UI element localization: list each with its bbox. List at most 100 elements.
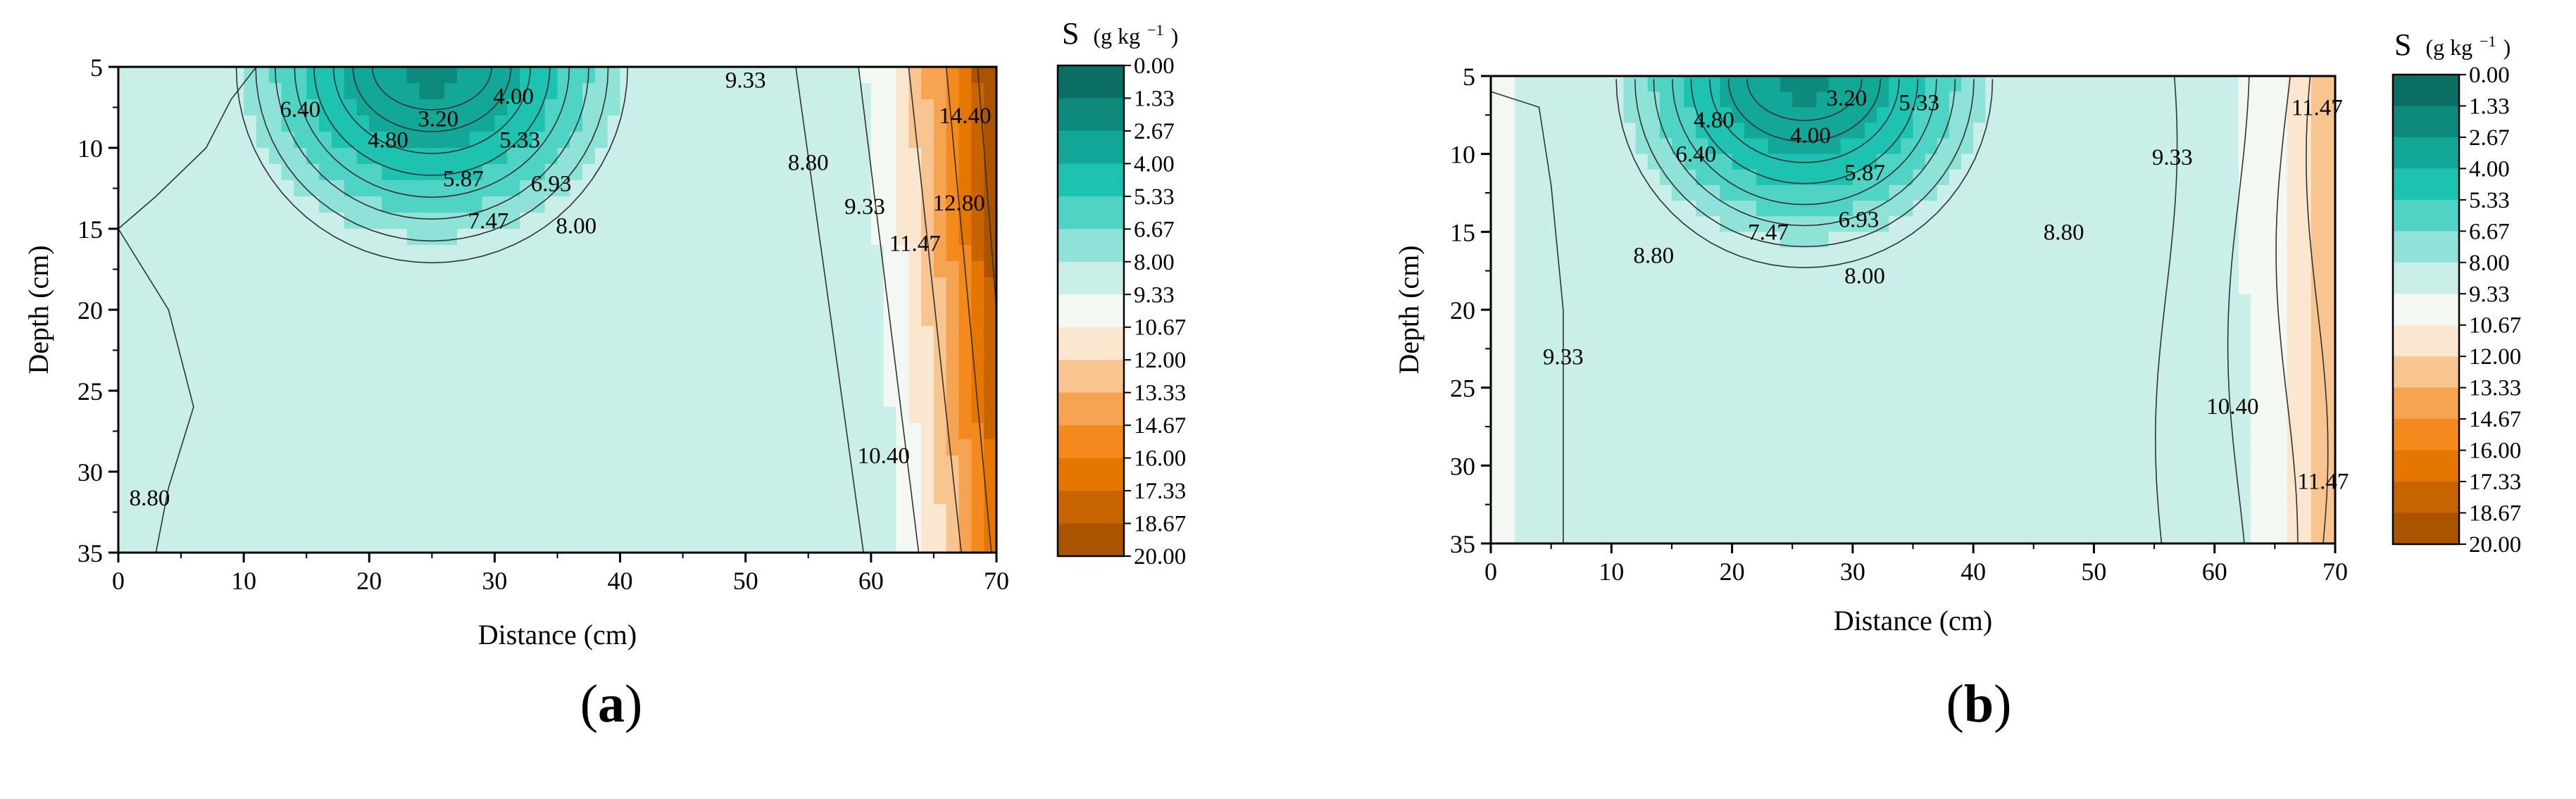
heatmap-cell (795, 520, 809, 537)
heatmap-cell (732, 245, 746, 262)
heatmap-cell (394, 342, 408, 359)
heatmap-cell (1503, 278, 1516, 295)
heatmap-cell (2226, 341, 2239, 358)
heatmap-cell (2045, 465, 2058, 482)
heatmap-cell (532, 213, 546, 229)
heatmap-cell (1503, 107, 1516, 124)
heatmap-cell (1503, 481, 1516, 498)
heatmap-cell (2214, 527, 2227, 544)
heatmap-cell (2082, 263, 2095, 279)
heatmap-cell (695, 294, 709, 310)
heatmap-cell (1647, 153, 1661, 170)
heatmap-cell (670, 67, 684, 84)
heatmap-cell (2322, 138, 2336, 155)
heatmap-cell (557, 488, 571, 505)
heatmap-cell (2322, 372, 2336, 389)
heatmap-cell (444, 196, 458, 213)
heatmap-cell (2299, 107, 2312, 124)
heatmap-cell (494, 196, 508, 213)
heatmap-cell (1708, 138, 1721, 155)
heatmap-cell (1744, 387, 1757, 404)
heatmap-cell (1961, 169, 1974, 186)
heatmap-cell (331, 326, 345, 343)
heatmap-cell (682, 342, 696, 359)
heatmap-cell (2214, 372, 2227, 389)
heatmap-cell (2130, 418, 2143, 435)
heatmap-cell (2154, 216, 2167, 233)
heatmap-cell (1840, 403, 1853, 420)
heatmap-cell (118, 245, 132, 262)
heatmap-cell (382, 277, 395, 294)
heatmap-cell (645, 407, 658, 424)
heatmap-cell (2142, 341, 2155, 358)
heatmap-cell (2190, 107, 2203, 124)
heatmap-cell (2178, 107, 2192, 124)
heatmap-cell (2009, 278, 2022, 295)
heatmap-cell (2322, 356, 2336, 373)
heatmap-cell (2058, 356, 2070, 373)
heatmap-cell (2178, 465, 2192, 482)
heatmap-cell (494, 504, 508, 521)
heatmap-cell (1539, 403, 1552, 420)
heatmap-cell (1780, 122, 1794, 139)
heatmap-cell (1877, 450, 1890, 467)
heatmap-cell (670, 132, 684, 149)
heatmap-cell (469, 439, 483, 456)
heatmap-cell (1925, 263, 1938, 279)
heatmap-cell (507, 294, 520, 310)
heatmap-cell (1961, 138, 1974, 155)
heatmap-cell (344, 148, 358, 165)
heatmap-cell (2009, 153, 2022, 170)
contour-line (352, 66, 512, 132)
heatmap-cell (1925, 434, 1938, 451)
heatmap-cell (2033, 107, 2046, 124)
heatmap-cell (695, 358, 709, 375)
heatmap-cell (958, 407, 973, 424)
heatmap-cell (908, 504, 922, 521)
heatmap-cell (444, 439, 458, 456)
heatmap-cell (1575, 138, 1588, 155)
heatmap-cell (218, 245, 232, 262)
heatmap-cell (846, 213, 859, 229)
heatmap-cell (594, 407, 608, 424)
heatmap-cell (984, 342, 997, 359)
heatmap-cell (520, 455, 533, 472)
heatmap-cell (231, 536, 244, 553)
heatmap-cell (2275, 107, 2288, 124)
heatmap-cell (1587, 138, 1600, 155)
heatmap-cell (582, 391, 596, 408)
heatmap-cell (1623, 403, 1637, 420)
heatmap-cell (2154, 153, 2167, 170)
heatmap-cell (1623, 138, 1637, 155)
heatmap-cell (1503, 184, 1516, 201)
heatmap-cell (2045, 247, 2058, 264)
colorbar-level-label: 4.00 (1134, 151, 1175, 177)
heatmap-cell (344, 342, 358, 359)
heatmap-cell (2299, 496, 2312, 513)
heatmap-cell (946, 407, 960, 424)
heatmap-cell (732, 472, 746, 489)
heatmap-cell (1611, 481, 1625, 498)
heatmap-cell (1587, 92, 1600, 108)
heatmap-cell (1925, 169, 1938, 186)
heatmap-cell (557, 148, 571, 165)
heatmap-cell (231, 148, 244, 165)
heatmap-cell (168, 277, 182, 294)
contour-label: 3.20 (418, 107, 458, 132)
heatmap-cell (156, 148, 170, 165)
heatmap-cell (1635, 512, 1649, 529)
heatmap-cell (933, 326, 947, 343)
heatmap-cell (369, 294, 382, 310)
heatmap-cell (1961, 465, 1974, 482)
colorbar-swatch (1058, 229, 1124, 263)
heatmap-cell (1732, 107, 1745, 124)
heatmap-cell (444, 488, 458, 505)
heatmap-cell (1840, 527, 1853, 544)
heatmap-cell (2226, 263, 2239, 279)
heatmap-cell (143, 132, 157, 149)
heatmap-cell (1985, 169, 1999, 186)
heatmap-cell (2009, 481, 2022, 498)
heatmap-cell (482, 164, 496, 181)
heatmap-cell (820, 375, 834, 391)
heatmap-cell (2263, 387, 2276, 404)
